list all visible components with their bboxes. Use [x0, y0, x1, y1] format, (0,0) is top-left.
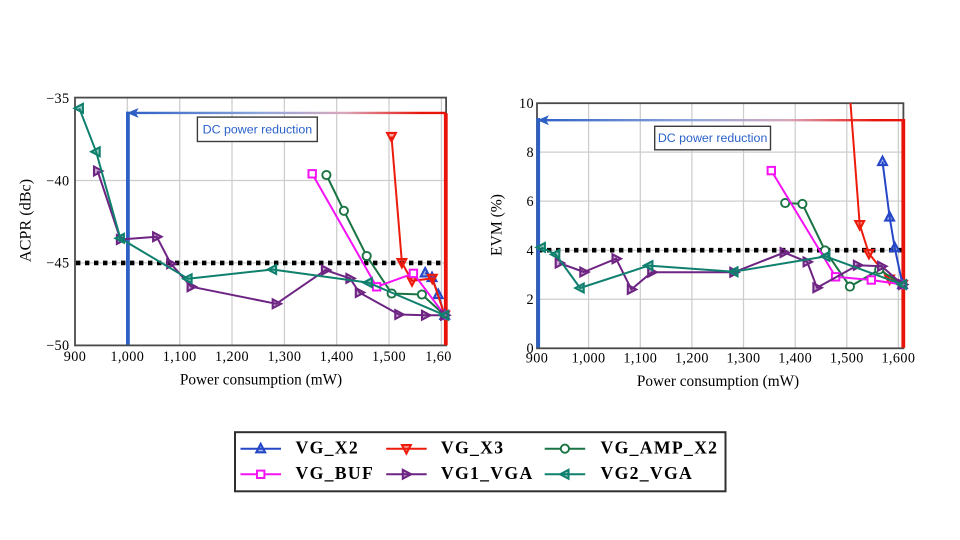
svg-text:VG_BUF: VG_BUF — [296, 463, 375, 483]
svg-text:1,200: 1,200 — [215, 349, 249, 365]
svg-text:VG_X2: VG_X2 — [296, 438, 360, 458]
svg-text:VG2_VGA: VG2_VGA — [601, 463, 694, 483]
svg-text:1,600: 1,600 — [881, 351, 915, 367]
svg-text:−50: −50 — [46, 338, 69, 354]
svg-text:Power consumption (mW): Power consumption (mW) — [637, 373, 799, 390]
svg-text:900: 900 — [64, 349, 86, 365]
svg-text:1,200: 1,200 — [675, 351, 709, 367]
svg-text:1,300: 1,300 — [267, 349, 301, 365]
svg-text:VG1_VGA: VG1_VGA — [441, 463, 534, 483]
svg-text:1,000: 1,000 — [110, 349, 144, 365]
svg-text:VG_X3: VG_X3 — [441, 438, 505, 458]
svg-text:DC power reduction: DC power reduction — [658, 131, 768, 145]
svg-text:−35: −35 — [46, 91, 69, 107]
svg-text:−45: −45 — [46, 256, 69, 272]
svg-text:1,500: 1,500 — [830, 351, 864, 367]
svg-text:EVM (%): EVM (%) — [489, 194, 506, 256]
svg-text:10: 10 — [519, 96, 534, 112]
svg-text:1,100: 1,100 — [623, 351, 657, 367]
svg-text:0: 0 — [527, 341, 535, 357]
svg-text:1,60: 1,60 — [425, 349, 451, 365]
svg-text:DC power reduction: DC power reduction — [203, 123, 313, 137]
svg-text:4: 4 — [527, 243, 535, 259]
svg-text:Power consumption (mW): Power consumption (mW) — [180, 372, 342, 389]
svg-text:1,500: 1,500 — [372, 349, 406, 365]
svg-text:900: 900 — [526, 351, 548, 367]
svg-text:1,000: 1,000 — [572, 351, 606, 367]
svg-text:VG_AMP_X2: VG_AMP_X2 — [601, 438, 719, 458]
svg-text:ACPR (dBc): ACPR (dBc) — [17, 179, 35, 262]
svg-text:1,100: 1,100 — [163, 349, 197, 365]
svg-text:−40: −40 — [46, 173, 69, 189]
svg-text:2: 2 — [527, 292, 535, 308]
svg-text:1,300: 1,300 — [727, 351, 761, 367]
svg-text:6: 6 — [527, 194, 535, 210]
svg-text:8: 8 — [527, 145, 535, 161]
svg-text:1,400: 1,400 — [320, 349, 354, 365]
svg-text:1,400: 1,400 — [778, 351, 812, 367]
